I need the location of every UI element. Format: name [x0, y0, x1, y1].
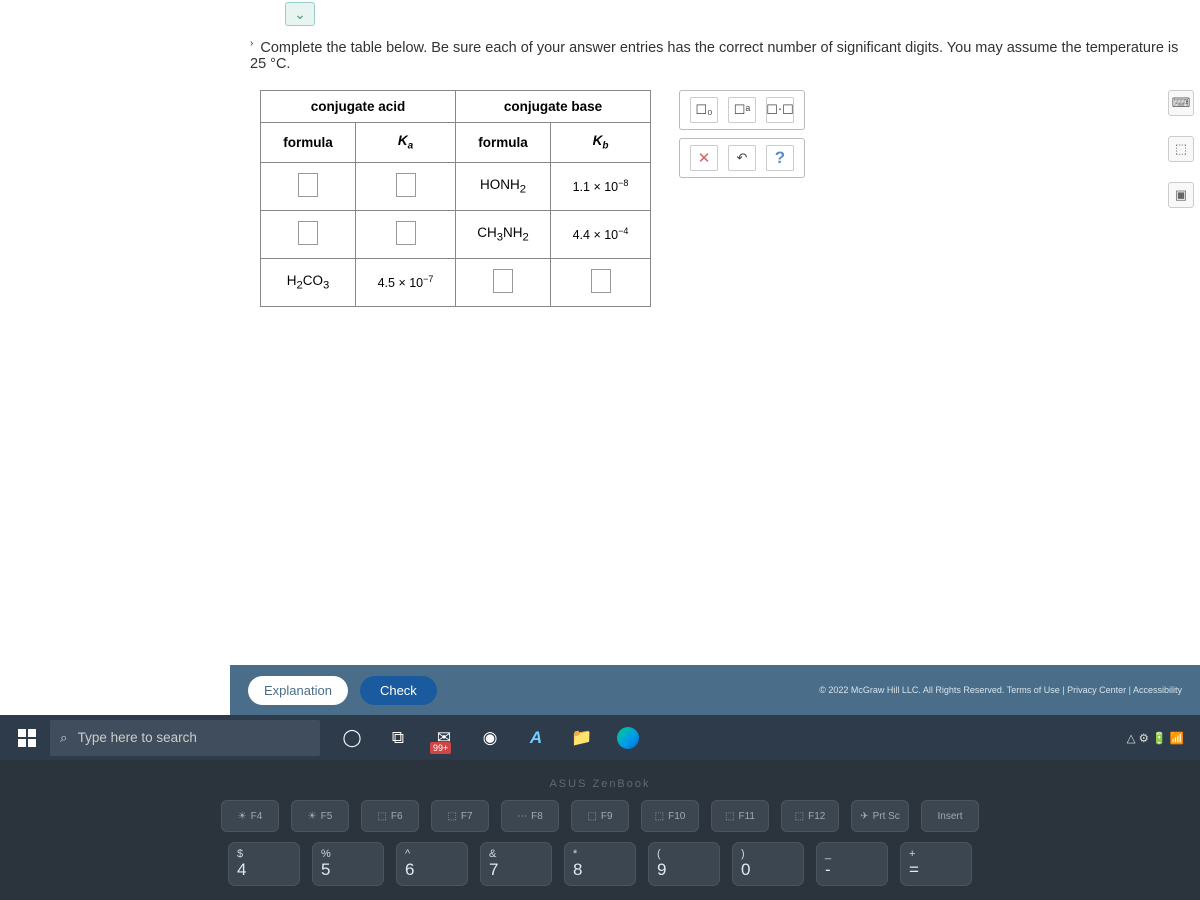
table-row: CH3NH2 4.4 × 10−4 — [261, 210, 651, 258]
input-toolbox: ☐₀ ☐ᵃ ☐⋅☐ ✕ ↶ ? — [679, 90, 805, 178]
kb-value: 1.1 × 10−8 — [551, 162, 651, 210]
f5-key: ☀F5 — [291, 800, 349, 832]
f10-key: ⬚F10 — [641, 800, 699, 832]
kb-value: 4.4 × 10−4 — [551, 210, 651, 258]
help-button[interactable]: ? — [766, 145, 794, 171]
copyright-text: © 2022 McGraw Hill LLC. All Rights Reser… — [819, 685, 1182, 695]
key-5: %5 — [312, 842, 384, 886]
header-formula-base: formula — [456, 123, 551, 163]
table-row: HONH2 1.1 × 10−8 — [261, 162, 651, 210]
data-sheet-icon[interactable]: ▣ — [1168, 182, 1194, 208]
acid-formula-value: H2CO3 — [261, 258, 356, 306]
start-button[interactable] — [8, 720, 46, 756]
footer-bar: Explanation Check © 2022 McGraw Hill LLC… — [230, 665, 1200, 715]
f8-key: ⋯F8 — [501, 800, 559, 832]
key-equals: += — [900, 842, 972, 886]
check-button[interactable]: Check — [360, 676, 437, 705]
table-row: H2CO3 4.5 × 10−7 — [261, 258, 651, 306]
ka-input[interactable] — [356, 210, 456, 258]
f11-key: ⬚F11 — [711, 800, 769, 832]
f7-key: ⬚F7 — [431, 800, 489, 832]
kb-input[interactable] — [551, 258, 651, 306]
number-key-row: $4 %5 ^6 &7 *8 (9 )0 _- += — [0, 842, 1200, 886]
ka-value: 4.5 × 10−7 — [356, 258, 456, 306]
mail-icon[interactable]: ✉99+ — [422, 720, 466, 756]
browser-icon[interactable]: ◉ — [468, 720, 512, 756]
windows-icon — [18, 729, 36, 747]
physical-keyboard: ASUS ZenBook ☀F4 ☀F5 ⬚F6 ⬚F7 ⋯F8 ⬚F9 ⬚F1… — [0, 760, 1200, 900]
header-kb: Kb — [551, 123, 651, 163]
instruction-text: › Complete the table below. Be sure each… — [250, 40, 1180, 72]
ka-input[interactable] — [356, 162, 456, 210]
f12-key: ⬚F12 — [781, 800, 839, 832]
edge-icon[interactable] — [606, 720, 650, 756]
acid-formula-input[interactable] — [261, 210, 356, 258]
section-dropdown[interactable]: ⌄ — [285, 2, 315, 26]
content-area: ⌄ › Complete the table below. Be sure ea… — [0, 0, 1200, 715]
key-0: )0 — [732, 842, 804, 886]
header-conjugate-base: conjugate base — [456, 91, 651, 123]
base-formula-value: HONH2 — [456, 162, 551, 210]
base-formula-input[interactable] — [456, 258, 551, 306]
laptop-brand: ASUS ZenBook — [0, 778, 1200, 790]
taskbar-search[interactable]: ⌕ Type here to search — [50, 720, 320, 756]
calculator-icon[interactable]: ⌨ — [1168, 90, 1194, 116]
chemistry-table: conjugate acid conjugate base formula Ka… — [260, 90, 651, 307]
template-superscript-button[interactable]: ☐ᵃ — [728, 97, 756, 123]
f6-key: ⬚F6 — [361, 800, 419, 832]
header-formula-acid: formula — [261, 123, 356, 163]
template-subscript-button[interactable]: ☐₀ — [690, 97, 718, 123]
undo-button[interactable]: ↶ — [728, 145, 756, 171]
key-9: (9 — [648, 842, 720, 886]
search-icon: ⌕ — [60, 730, 68, 746]
key-6: ^6 — [396, 842, 468, 886]
base-formula-value: CH3NH2 — [456, 210, 551, 258]
search-placeholder: Type here to search — [78, 730, 197, 745]
key-4: $4 — [228, 842, 300, 886]
key-minus: _- — [816, 842, 888, 886]
header-ka: Ka — [356, 123, 456, 163]
chevron-down-icon: ⌄ — [294, 6, 306, 23]
key-8: *8 — [564, 842, 636, 886]
tray-icons[interactable]: △ ⚙ 🔋 📶 — [1127, 731, 1184, 745]
key-7: &7 — [480, 842, 552, 886]
f4-key: ☀F4 — [221, 800, 279, 832]
insert-key: Insert — [921, 800, 979, 832]
files-icon[interactable]: 📁 — [560, 720, 604, 756]
periodic-table-icon[interactable]: ⬚ — [1168, 136, 1194, 162]
function-key-row: ☀F4 ☀F5 ⬚F6 ⬚F7 ⋯F8 ⬚F9 ⬚F10 ⬚F11 ⬚F12 ✈… — [0, 800, 1200, 832]
prtsc-key: ✈Prt Sc — [851, 800, 909, 832]
editor-icon[interactable]: A — [514, 720, 558, 756]
template-scientific-button[interactable]: ☐⋅☐ — [766, 97, 794, 123]
cortana-icon[interactable]: ◯ — [330, 720, 374, 756]
header-conjugate-acid: conjugate acid — [261, 91, 456, 123]
windows-taskbar: ⌕ Type here to search ◯ ⧉ ✉99+ ◉ A 📁 △ ⚙… — [0, 715, 1200, 760]
explanation-button[interactable]: Explanation — [248, 676, 348, 705]
task-view-icon[interactable]: ⧉ — [376, 720, 420, 756]
f9-key: ⬚F9 — [571, 800, 629, 832]
side-toolbar: ⌨ ⬚ ▣ — [1168, 90, 1194, 208]
clear-button[interactable]: ✕ — [690, 145, 718, 171]
acid-formula-input[interactable] — [261, 162, 356, 210]
system-tray[interactable]: △ ⚙ 🔋 📶 — [1127, 731, 1192, 745]
